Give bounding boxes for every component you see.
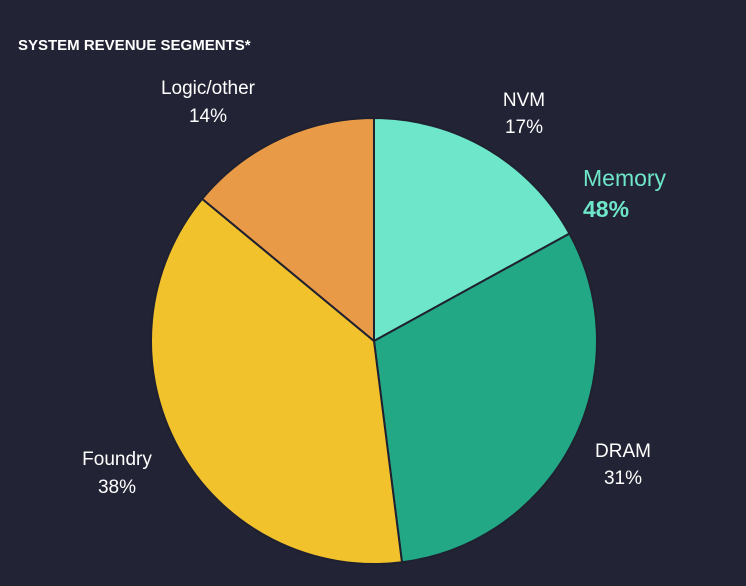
- pie-slice-nvm: [373, 117, 571, 342]
- pie-slice-dram: [373, 232, 599, 564]
- slice-label-nvm-value: 17%: [505, 117, 543, 138]
- pie-slice-foundry: [150, 197, 403, 565]
- slice-label-logic-name: Logic/other: [161, 78, 256, 99]
- chart-title: SYSTEM REVENUE SEGMENTS*: [18, 37, 251, 54]
- memory-group-label: Memory: [583, 165, 667, 191]
- memory-group-value: 48%: [583, 196, 629, 222]
- slice-label-dram-value: 31%: [604, 468, 642, 489]
- slice-label-nvm-name: NVM: [503, 90, 545, 111]
- slice-label-foundry-value: 38%: [98, 477, 136, 498]
- pie-slice-logic-other: [201, 117, 375, 342]
- pie-slices: [150, 117, 599, 565]
- slice-label-dram-name: DRAM: [595, 441, 651, 462]
- slice-label-logic-value: 14%: [189, 106, 227, 127]
- slice-label-foundry-name: Foundry: [82, 449, 152, 470]
